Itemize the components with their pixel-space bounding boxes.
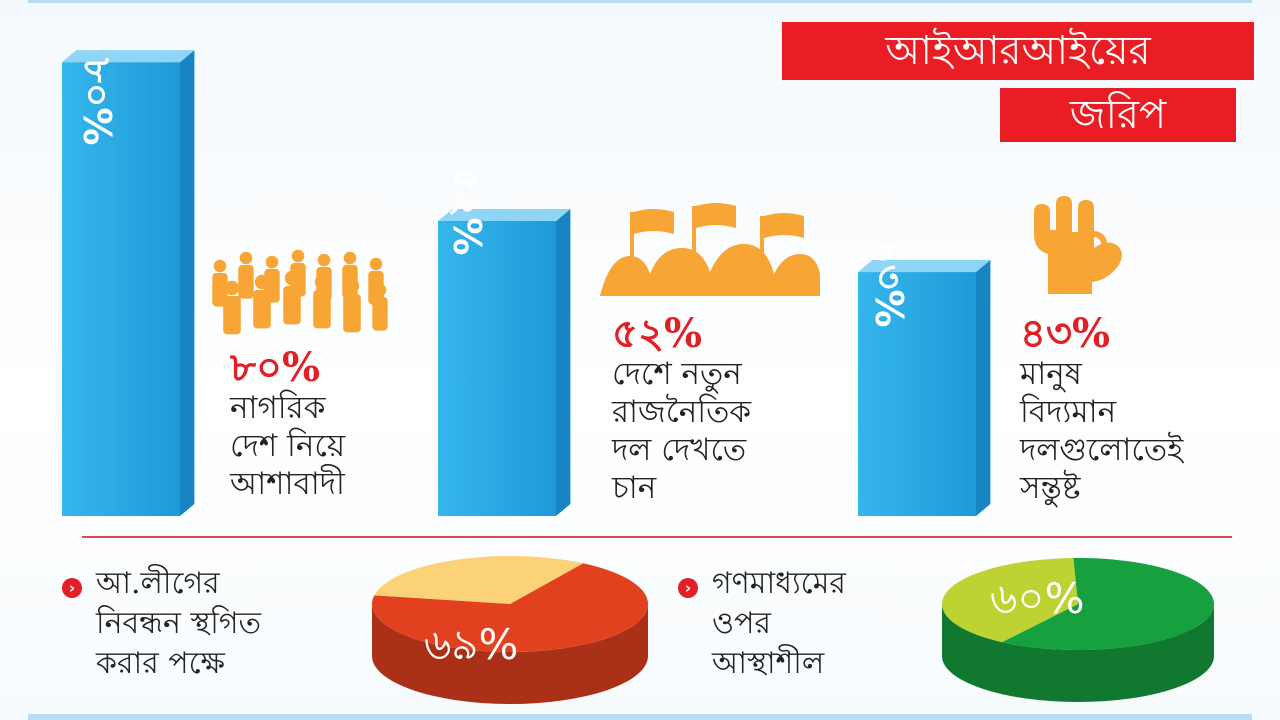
pie-1-slice-rest [374,556,584,604]
desc-2-line4: চান [612,470,657,506]
pie-1-slice-main [372,563,648,652]
pie-2 [942,558,1214,702]
bar-3-top [858,260,991,273]
bar-value-label-3: ৪৩% [867,240,911,328]
pie-group [372,556,1214,704]
pie-2-slice-main [1001,558,1214,650]
desc-2-line2: রাজনৈতিক [612,394,752,430]
bar-1-top [62,50,195,63]
ok-hand-icon [1034,196,1122,294]
bar-1 [62,62,180,516]
bullet-arrow-icon: › [62,578,82,598]
desc-2-line1: দেশে নতুন [612,356,742,392]
title-banner-line1: আইআরআইয়ের [782,22,1254,80]
title-banner-line2: জরিপ [1000,88,1236,142]
desc-3-line1: মানুষ [1020,356,1082,392]
pct-label-2: ৫২% [612,310,702,357]
pie-2-side [942,604,1214,702]
pie1-value-label: ৬৯% [424,620,519,669]
bar-3-side [976,260,991,516]
bar-2 [438,221,556,516]
desc-3-line4: সন্তুষ্ট [1020,470,1081,506]
pie2-label-line2: ওপর [712,606,771,641]
desc-2-line3: দল দেখতে [612,432,747,468]
pie-2-slice-rest [942,558,1078,643]
bar-1-side [180,50,195,516]
pie-1-side [372,604,648,704]
bar-group [62,50,991,516]
protest-flags-icon [600,203,820,296]
pct-label-1: ৮০% [230,344,320,391]
desc-1-line1: নাগরিক [230,390,326,426]
pie-1 [372,556,648,704]
bar-value-label-1: ৮০% [75,58,119,146]
pie2-label-line1: গণমাধ্যমের [712,566,846,601]
desc-3-line2: বিদ্যমান [1020,394,1117,430]
top-border [28,0,1252,3]
bottom-border [28,714,1252,720]
pie2-label-line3: আস্থাশীল [712,646,825,681]
bar-value-label-2: ৫২% [445,168,489,256]
desc-1-line3: আশাবাদী [230,466,345,502]
icon-group [212,196,1122,335]
bar-2-top [438,209,571,222]
crowd-icon [212,249,388,335]
bar-3 [858,272,976,516]
desc-3-line3: দলগুলোতেই [1020,432,1184,468]
desc-1-line2: দেশ নিয়ে [230,428,346,464]
pie1-label-line1: আ.লীগের [96,566,220,601]
pie1-label-line3: করার পক্ষে [96,646,225,681]
bar-2-side [556,209,571,516]
pie1-label-line2: নিবন্ধন স্থগিত [96,606,261,641]
pie2-value-label: ৬০% [990,574,1085,623]
bullet-arrow-icon: › [678,578,698,598]
pct-label-3: ৪৩% [1020,310,1110,357]
section-divider [82,536,1232,538]
